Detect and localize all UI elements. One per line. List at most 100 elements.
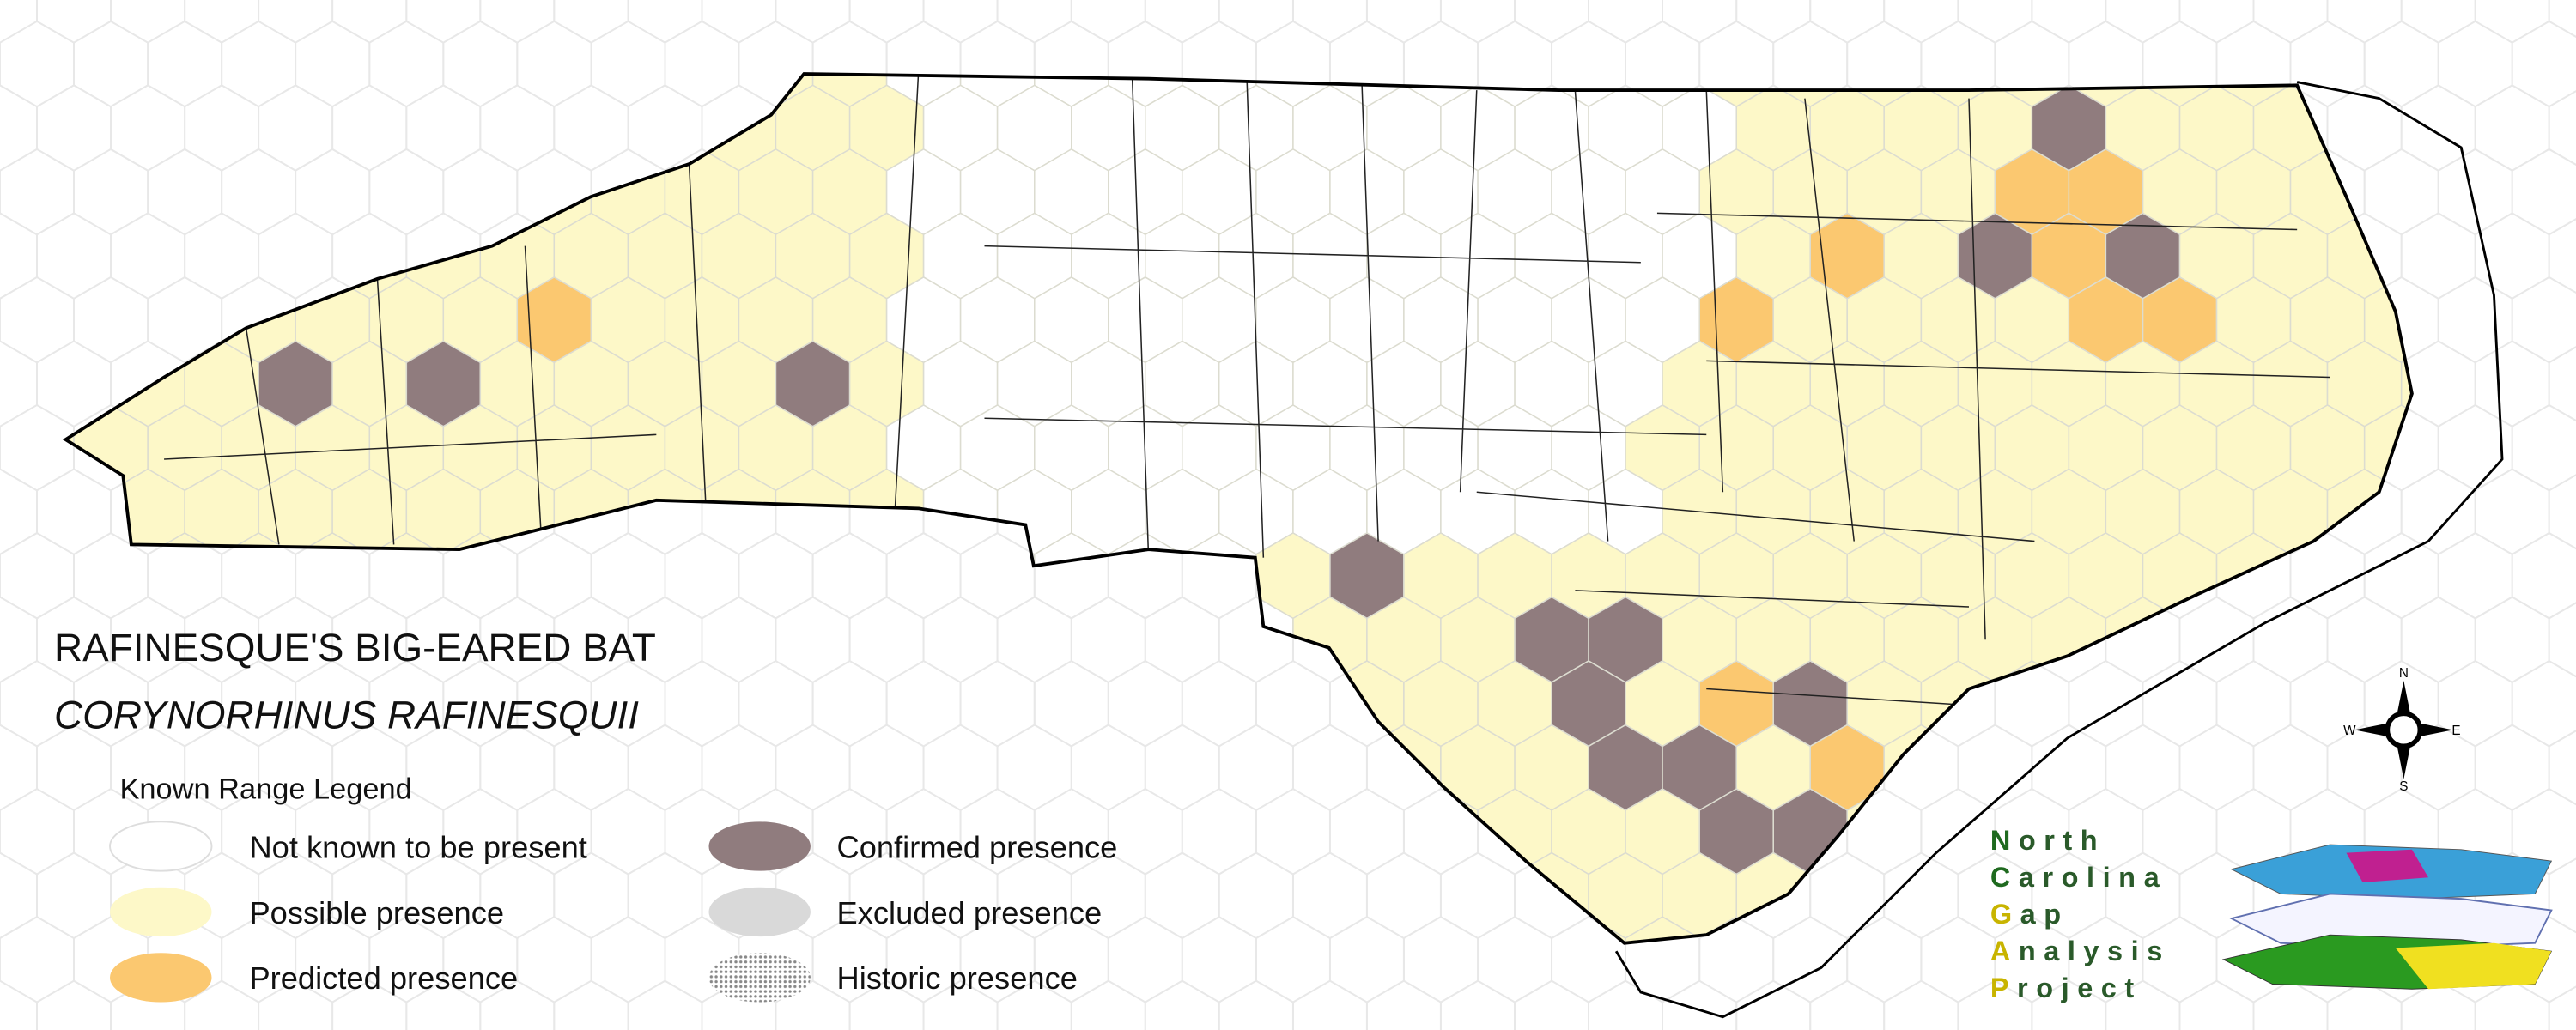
hex [775, 596, 851, 683]
hex [1292, 724, 1368, 811]
hex-outline [2511, 403, 2576, 492]
hex-outline [553, 84, 629, 172]
hex-outline [2400, 468, 2476, 555]
hex-outline [1218, 0, 1294, 44]
hex [2512, 21, 2576, 106]
legend-swatch [109, 821, 213, 872]
hex [2254, 0, 2328, 43]
legend-swatch [708, 821, 811, 871]
compass-n: N [2399, 666, 2409, 681]
hex [1477, 916, 1552, 943]
hex [2032, 0, 2105, 43]
hex-outline [258, 979, 334, 1030]
hex [848, 596, 925, 683]
hex [590, 532, 666, 620]
hex-outline [331, 979, 408, 1030]
hex [0, 341, 37, 426]
hex [664, 73, 740, 108]
legend-swatch [708, 887, 811, 937]
hex-outline [0, 979, 38, 1030]
hex-outline [848, 724, 925, 812]
hex-outline [959, 531, 1036, 620]
hex [590, 73, 666, 108]
hex [0, 213, 37, 298]
hex [2326, 596, 2403, 683]
hex [1145, 981, 1219, 1030]
hex-outline [1144, 596, 1220, 684]
hex-outline [36, 0, 112, 44]
hex [1219, 0, 1293, 43]
hex-outline [1772, 916, 1849, 1003]
hex [2476, 0, 2549, 43]
hex-outline [2252, 979, 2329, 1030]
hex [147, 73, 222, 108]
hex [850, 0, 924, 43]
hex [590, 788, 666, 876]
legend-label: Historic presence [837, 960, 1078, 996]
logo-word: Carolina [1990, 862, 2167, 893]
hex [998, 0, 1072, 43]
hex-outline [479, 84, 556, 172]
hex [516, 73, 592, 108]
hex-outline [73, 148, 149, 236]
hex-outline [442, 20, 519, 108]
hex [2476, 85, 2549, 170]
hex [1293, 981, 1367, 1030]
hex-outline [0, 851, 38, 940]
hex-outline [1662, 0, 1738, 44]
hex [65, 404, 75, 492]
hex [2512, 405, 2576, 490]
hex-outline [1957, 979, 2033, 1030]
hex-outline [2400, 340, 2476, 427]
hex-outline [1291, 0, 1368, 44]
hex [1108, 788, 1183, 876]
hex-outline [0, 468, 38, 555]
hex-outline [627, 979, 703, 1030]
hex-outline [2474, 0, 2550, 44]
hex-outline [1809, 851, 1886, 940]
compass-w: W [2343, 724, 2356, 738]
hex-outline [2548, 0, 2576, 38]
hex [2476, 341, 2549, 426]
hex [1329, 788, 1405, 876]
hex [553, 724, 629, 811]
hex [1810, 0, 1884, 43]
hex [1809, 851, 1885, 939]
hex [1072, 981, 1145, 1030]
hex-outline [590, 788, 666, 876]
hex-outline [701, 596, 777, 684]
hex-outline [2474, 596, 2550, 684]
hex [1957, 724, 2033, 811]
hex [368, 73, 445, 108]
hex [775, 0, 849, 43]
hex [628, 981, 702, 1030]
hex [516, 532, 592, 620]
hex [2512, 661, 2576, 746]
hex-outline [2252, 724, 2329, 812]
hex-outline [0, 84, 38, 172]
hex [702, 0, 775, 43]
hex [664, 532, 740, 620]
hex [65, 276, 75, 364]
hex-outline [1809, 0, 1886, 44]
hex [1515, 981, 1589, 1030]
hex [701, 724, 777, 811]
map-title: RAFINESQUE'S BIG-EARED BAT [54, 625, 656, 670]
hex-outline [1218, 724, 1294, 812]
hex-outline [1809, 979, 1886, 1030]
hex-outline [2474, 84, 2550, 172]
hex-outline [1218, 979, 1294, 1030]
hex-outline [553, 0, 629, 44]
hex-outline [2031, 0, 2107, 44]
hex [1292, 851, 1368, 939]
hex-outline [553, 979, 629, 1030]
hex-outline [775, 724, 851, 812]
hex [2105, 0, 2179, 43]
hex-outline [1291, 851, 1368, 940]
hex-outline [738, 659, 814, 748]
hex-outline [0, 340, 38, 427]
hex-outline [1588, 0, 1664, 44]
hex-outline [2437, 531, 2513, 620]
hex [2328, 0, 2402, 43]
